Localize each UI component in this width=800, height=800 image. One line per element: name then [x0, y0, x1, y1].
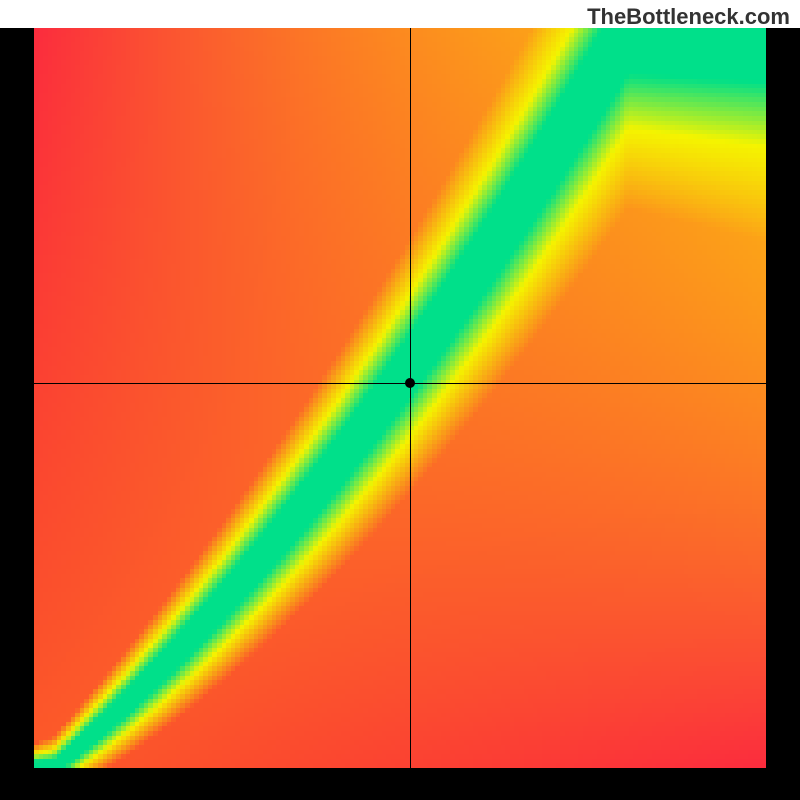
chart-container: TheBottleneck.com [0, 0, 800, 800]
chart-black-frame [0, 28, 800, 800]
watermark-text: TheBottleneck.com [587, 4, 790, 30]
heatmap-canvas [34, 28, 766, 768]
crosshair-marker [405, 378, 415, 388]
crosshair-vertical [410, 28, 411, 768]
crosshair-horizontal [34, 383, 766, 384]
